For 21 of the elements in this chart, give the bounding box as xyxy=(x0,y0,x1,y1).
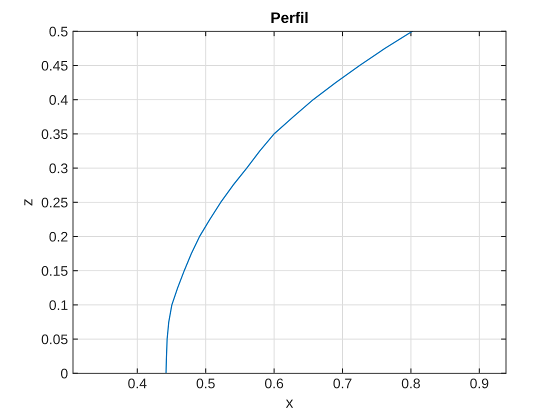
y-tick-label: 0.4 xyxy=(49,95,68,105)
x-tick-label: 0.5 xyxy=(196,378,215,388)
y-axis-title: z xyxy=(24,199,32,206)
x-tick-label: 0.4 xyxy=(128,378,147,388)
y-tick-label: 0.3 xyxy=(49,163,68,174)
x-tick-label: 0.7 xyxy=(333,378,352,388)
y-tick-label: 0.5 xyxy=(49,26,68,36)
x-tick-label: 0.8 xyxy=(402,378,420,388)
y-tick-label: 0.35 xyxy=(42,129,68,140)
chart-title: Perfil xyxy=(271,12,308,24)
x-tick-label: 0.6 xyxy=(265,378,284,388)
y-tick-label: 0.2 xyxy=(49,232,68,242)
y-tick-label: 0.15 xyxy=(42,266,68,276)
y-tick-label: 0 xyxy=(60,368,68,378)
line-series xyxy=(165,31,413,374)
y-tick-label: 0.05 xyxy=(42,334,68,344)
x-axis-title: x xyxy=(286,400,294,408)
x-tick-label: 0.9 xyxy=(470,378,488,388)
y-tick-label: 0.1 xyxy=(49,300,68,310)
y-tick-label: 0.45 xyxy=(42,60,68,71)
y-tick-label: 0.25 xyxy=(42,198,68,208)
